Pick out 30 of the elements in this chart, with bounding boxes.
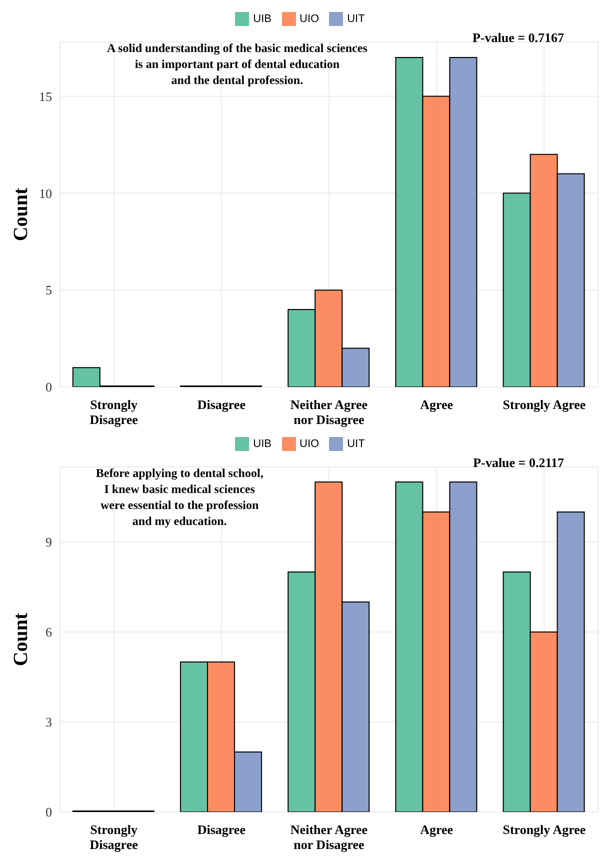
annotation: P-value = 0.7167 bbox=[472, 30, 564, 45]
x-tick-label: Strongly Disagree bbox=[90, 397, 138, 427]
legend-label: UIT bbox=[347, 438, 365, 450]
annotation: P-value = 0.2117 bbox=[473, 455, 564, 470]
legend-label: UIB bbox=[253, 438, 272, 450]
y-tick-label: 9 bbox=[46, 534, 52, 550]
x-tick-label: Strongly Agree bbox=[502, 822, 586, 837]
legend-label: UIB bbox=[253, 12, 272, 25]
y-tick-label: 0 bbox=[46, 804, 52, 820]
y-tick-label: 5 bbox=[46, 282, 52, 298]
y-axis-title: Count bbox=[10, 612, 32, 666]
legend-label: UIT bbox=[347, 12, 365, 25]
y-tick-label: 10 bbox=[39, 186, 52, 201]
x-tick-label: Disagree bbox=[197, 397, 246, 412]
x-tick-label: Agree bbox=[420, 822, 454, 837]
x-tick-label: Neither Agree nor Disagree bbox=[290, 397, 368, 427]
y-axis-title: Count bbox=[10, 187, 32, 242]
y-tick-label: 0 bbox=[46, 380, 52, 395]
annotation: Before applying to dental school, I knew basic medical sciences were essential to the profession and my education. bbox=[96, 466, 264, 528]
y-tick-label: 3 bbox=[46, 714, 52, 730]
x-tick-label: Strongly Disagree bbox=[90, 822, 138, 852]
x-tick-label: Neither Agree nor Disagree bbox=[290, 822, 368, 852]
y-tick-label: 6 bbox=[46, 624, 52, 640]
x-tick-label: Disagree bbox=[197, 822, 246, 837]
legend-label: UIO bbox=[300, 12, 320, 25]
x-tick-label: Strongly Agree bbox=[502, 397, 586, 412]
annotation: A solid understanding of the basic medical sciences is an important part of dental education and the dental profession. bbox=[107, 41, 368, 87]
y-tick-label: 15 bbox=[39, 88, 52, 104]
legend-label: UIO bbox=[300, 438, 320, 450]
x-tick-label: Agree bbox=[420, 397, 454, 412]
